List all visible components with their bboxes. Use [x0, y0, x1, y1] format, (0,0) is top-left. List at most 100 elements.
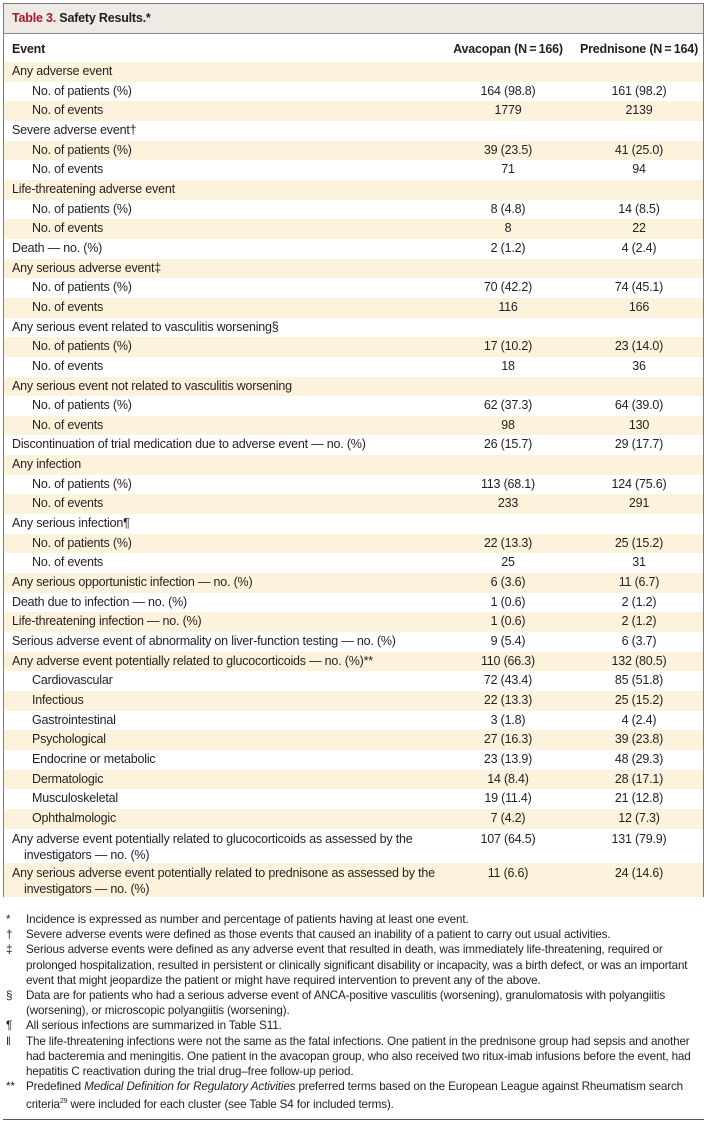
avacopan-value: 116	[498, 299, 518, 314]
prednisone-value	[575, 514, 703, 534]
table-row: Any serious opportunistic infection — no…	[4, 573, 703, 593]
row-label: Any infection	[12, 457, 81, 472]
footnote-text: The life-threatening infections were not…	[26, 1034, 691, 1079]
avacopan-value	[441, 455, 575, 475]
avacopan-value	[441, 514, 575, 534]
row-label: No. of events	[32, 417, 104, 432]
avacopan-value: 19 (11.4)	[484, 791, 532, 806]
footnote-symbol: ‖	[6, 1034, 11, 1048]
table-row: No. of events 1779 2139	[4, 101, 703, 121]
avacopan-value: 72 (43.4)	[483, 673, 533, 688]
footnotes: * Incidence is expressed as number and pe…	[6, 912, 702, 1113]
table-row: No. of events 116 166	[4, 297, 703, 318]
footnote-text-part: preferred terms based on the European Le…	[26, 1080, 683, 1112]
prednisone-value: 166	[628, 299, 650, 314]
row-label: No. of patients (%)	[32, 142, 132, 157]
avacopan-value: 17 (10.2)	[483, 339, 533, 354]
row-label: Infectious	[32, 693, 84, 707]
row-label: Any serious adverse event potentially re…	[12, 865, 435, 896]
footnote: ** Predefined Medical Definition for Regu…	[6, 1079, 702, 1112]
row-label: Gastrointestinal	[32, 712, 116, 727]
footnote-text-part: Predefined	[26, 1080, 85, 1094]
prednisone-value: 25 (15.2)	[614, 535, 664, 550]
avacopan-value: 6 (3.6)	[490, 575, 526, 590]
avacopan-value: 26 (15.7)	[483, 437, 533, 452]
footnote: § Data are for patients who had a serious…	[6, 988, 702, 1018]
prednisone-value: 36	[632, 358, 646, 373]
row-label: Serious adverse event of abnormality on …	[12, 634, 396, 649]
table-row: No. of events 18 36	[4, 357, 703, 377]
safety-results-table: Table 3. Safety Results.* Event Avacopan…	[3, 3, 704, 897]
prednisone-value: 291	[628, 496, 650, 511]
prednisone-value: 85 (51.8)	[614, 673, 664, 688]
prednisone-value: 21 (12.8)	[614, 791, 664, 806]
table-row: No. of patients (%) 164 (98.8) 161 (98.2)	[4, 82, 703, 102]
header-prednisone: Prednisone (N = 164)	[579, 42, 699, 56]
prednisone-value	[575, 180, 703, 200]
table-row: Serious adverse event of abnormality on …	[4, 632, 703, 652]
row-label: Discontinuation of trial medication due …	[12, 437, 366, 452]
table-row: Any serious adverse event potentially re…	[4, 862, 703, 897]
avacopan-value	[441, 377, 575, 397]
prednisone-value: 130	[628, 417, 650, 432]
avacopan-value	[441, 180, 575, 200]
avacopan-value: 11 (6.6)	[487, 865, 529, 880]
prednisone-value: 24 (14.6)	[614, 865, 664, 880]
avacopan-value	[441, 259, 575, 279]
row-label: Any adverse event	[12, 64, 113, 78]
row-label: Cardiovascular	[32, 673, 113, 688]
prednisone-value: 2 (1.2)	[621, 594, 657, 609]
avacopan-value: 113 (68.1)	[480, 476, 536, 491]
table-row: No. of patients (%) 22 (13.3) 25 (15.2)	[4, 533, 703, 554]
header-event: Event	[12, 42, 46, 56]
row-label: Any adverse event potentially related to…	[12, 831, 413, 862]
prednisone-value	[575, 259, 703, 279]
avacopan-value: 8	[504, 221, 512, 236]
row-label: Any serious infection¶	[12, 516, 130, 531]
prednisone-value: 4 (2.4)	[621, 712, 657, 727]
avacopan-value: 9 (5.4)	[490, 634, 526, 649]
prednisone-value: 6 (3.7)	[621, 634, 657, 649]
footnote-symbol: ¶	[6, 1019, 13, 1033]
table-row: No. of patients (%) 8 (4.8) 14 (8.5)	[4, 200, 703, 220]
row-label: No. of patients (%)	[32, 280, 132, 295]
avacopan-value: 62 (37.3)	[483, 398, 533, 413]
row-label: Life-threatening infection — no. (%)	[12, 614, 202, 629]
table-row: Endocrine or metabolic 23 (13.9) 48 (29.3)	[4, 750, 703, 770]
row-label: No. of patients (%)	[32, 535, 132, 550]
footnote-text-part: were included for each cluster (see Tabl…	[67, 1098, 394, 1112]
avacopan-value: 107 (64.5)	[480, 831, 536, 846]
prednisone-value: 124 (75.6)	[611, 476, 667, 491]
table-row: Musculoskeletal 19 (11.4) 21 (12.8)	[4, 789, 703, 809]
table-row: No. of events 233 291	[4, 494, 703, 515]
prednisone-value: 41 (25.0)	[614, 142, 664, 157]
footnote-text: Data are for patients who had a serious …	[26, 989, 666, 1018]
table-row: Cardiovascular 72 (43.4) 85 (51.8)	[4, 671, 703, 691]
footnote-text: All serious infections are summarized in…	[26, 1019, 282, 1033]
avacopan-value	[441, 121, 575, 141]
row-label: Any serious opportunistic infection — no…	[12, 575, 253, 590]
row-label: Death — no. (%)	[12, 240, 103, 255]
table-row: Gastrointestinal 3 (1.8) 4 (2.4)	[4, 711, 703, 731]
table-row: Dermatologic 14 (8.4) 28 (17.1)	[4, 769, 703, 790]
footnote-text: Incidence is expressed as number and per…	[26, 913, 469, 926]
avacopan-value: 22 (13.3)	[483, 693, 533, 707]
table-row: No. of patients (%) 70 (42.2) 74 (45.1)	[4, 278, 703, 298]
avacopan-value: 1779	[494, 103, 522, 118]
prednisone-value: 161 (98.2)	[611, 83, 667, 98]
avacopan-value: 14 (8.4)	[487, 771, 529, 786]
footnote-symbol: †	[6, 928, 13, 942]
prednisone-value: 23 (14.0)	[614, 339, 664, 354]
prednisone-value: 48 (29.3)	[614, 751, 664, 766]
table-title: Table 3. Safety Results.*	[4, 4, 703, 34]
table-row: Any serious event related to vasculitis …	[4, 318, 703, 338]
row-label: Any serious adverse event‡	[12, 260, 162, 275]
row-label: No. of events	[32, 555, 104, 570]
avacopan-value: 8 (4.8)	[490, 201, 526, 216]
prednisone-value: 94	[632, 162, 646, 177]
header-avacopan: Avacopan (N = 166)	[453, 42, 563, 56]
row-label: No. of patients (%)	[32, 201, 132, 216]
row-label: Any serious event not related to vasculi…	[12, 378, 292, 393]
prednisone-value	[575, 62, 703, 82]
row-label: Dermatologic	[32, 771, 104, 786]
